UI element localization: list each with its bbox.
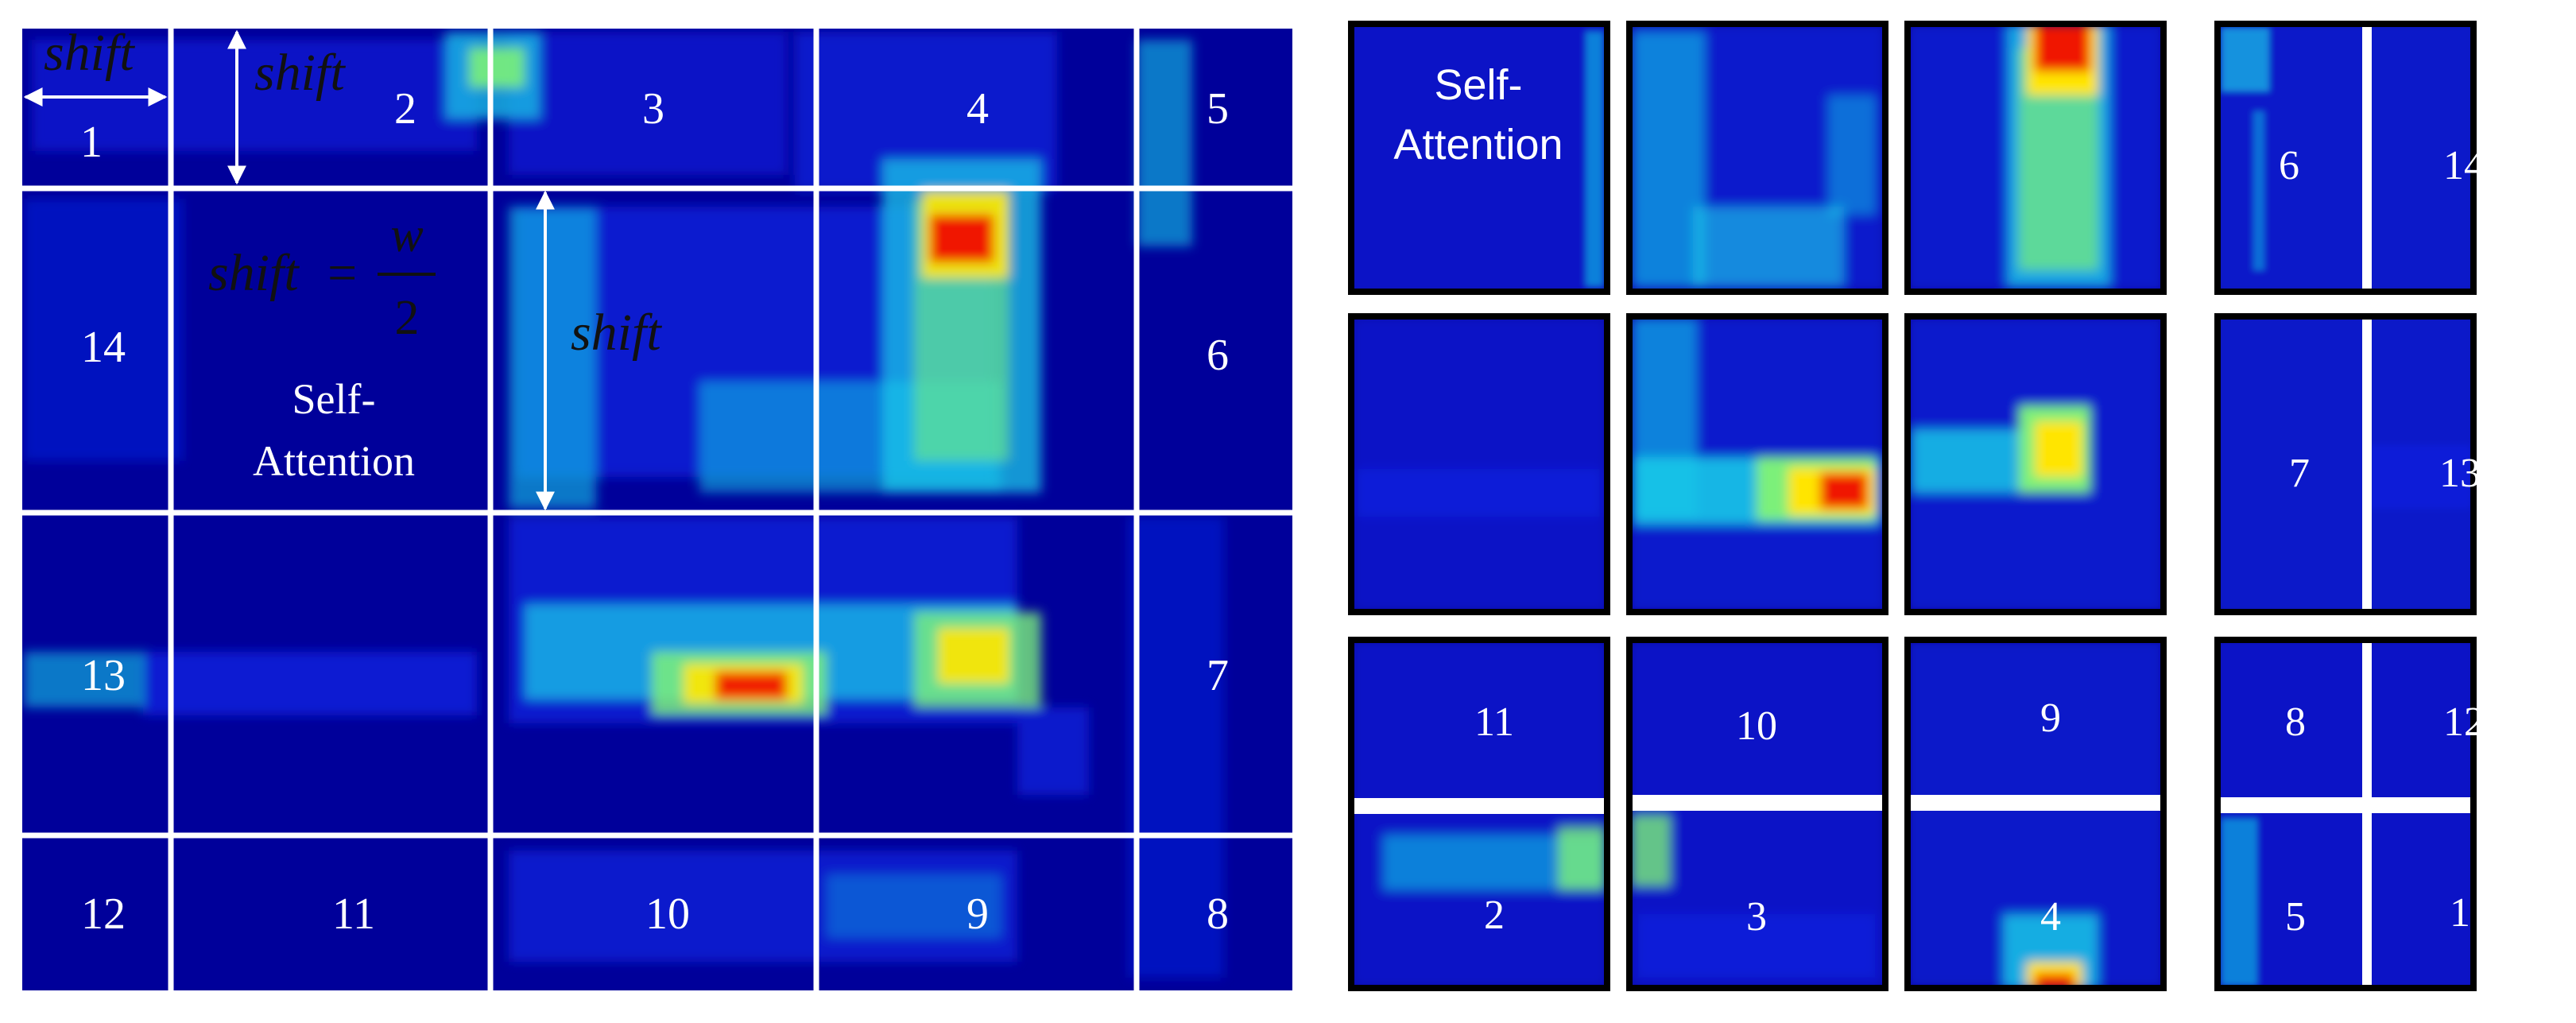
tile-label-9: 9 [2040, 696, 2061, 741]
tile-label-8: 8 [2285, 699, 2306, 745]
shift-label-horizontal: shift [44, 24, 135, 82]
tile-r3c1: 11 2 [1348, 637, 1610, 991]
tile-r2c1 [1348, 313, 1610, 615]
left-region-8: 8 [1207, 889, 1229, 939]
left-self-attention-line1: Self- [292, 375, 376, 423]
tile-label-14: 14 [2443, 143, 2485, 188]
left-region-1: 1 [80, 118, 103, 167]
tile-r1c2 [1626, 21, 1888, 295]
left-region-6: 6 [1207, 331, 1229, 380]
right-self-attention-line1: Self- [1434, 61, 1522, 109]
formula-denominator: 2 [395, 291, 420, 345]
left-window-grid [22, 29, 1292, 990]
tile-r3c3: 9 4 [1904, 637, 2167, 991]
left-region-2: 2 [394, 84, 416, 134]
left-attention-map: 1 2 3 4 5 14 6 13 7 12 11 10 9 8 shift s… [22, 24, 1292, 990]
left-region-9: 9 [966, 889, 989, 939]
tile-r2c3 [1904, 313, 2167, 615]
left-region-10: 10 [645, 889, 690, 939]
right-window-tiles: Self- Attention [1348, 21, 2485, 991]
tile-label-2: 2 [1484, 893, 1505, 938]
tile-label-3: 3 [1746, 894, 1767, 940]
tile-r2c4: 7 13 [2214, 313, 2481, 615]
tile-r1c3 [1904, 21, 2167, 295]
tile-r2c2 [1626, 313, 1888, 615]
tile-label-13: 13 [2439, 451, 2481, 496]
tile-label-4: 4 [2040, 894, 2061, 940]
tile-r3c4: 8 12 5 1 [2214, 637, 2485, 991]
formula-lhs: shift [208, 244, 300, 302]
shift-label-vertical-mid: shift [571, 304, 662, 362]
shift-formula: shift = w 2 [208, 208, 436, 345]
left-region-11: 11 [332, 889, 375, 939]
tile-r1c1: Self- Attention [1348, 21, 1610, 295]
formula-numerator: w [390, 208, 423, 262]
left-region-5: 5 [1207, 84, 1229, 134]
tile-label-11: 11 [1474, 699, 1514, 745]
tile-r3c2: 10 3 [1626, 637, 1888, 991]
left-region-7: 7 [1207, 651, 1229, 700]
tile-label-6: 6 [2279, 143, 2299, 188]
left-self-attention-line2: Attention [253, 437, 415, 485]
left-region-13: 13 [81, 651, 126, 700]
tile-label-12: 12 [2443, 699, 2485, 745]
tile-label-5: 5 [2285, 894, 2306, 940]
shift-label-vertical-top: shift [254, 44, 346, 102]
left-region-12: 12 [81, 889, 126, 939]
tile-r1c4: 6 14 [2214, 21, 2485, 295]
left-region-4: 4 [966, 84, 989, 134]
tile-label-10: 10 [1736, 703, 1777, 749]
left-region-3: 3 [642, 84, 664, 134]
left-region-14: 14 [81, 323, 126, 372]
tile-label-1: 1 [2450, 890, 2470, 936]
formula-equals: = [327, 244, 357, 302]
tile-label-7: 7 [2289, 451, 2310, 496]
right-self-attention-line2: Attention [1393, 121, 1563, 169]
